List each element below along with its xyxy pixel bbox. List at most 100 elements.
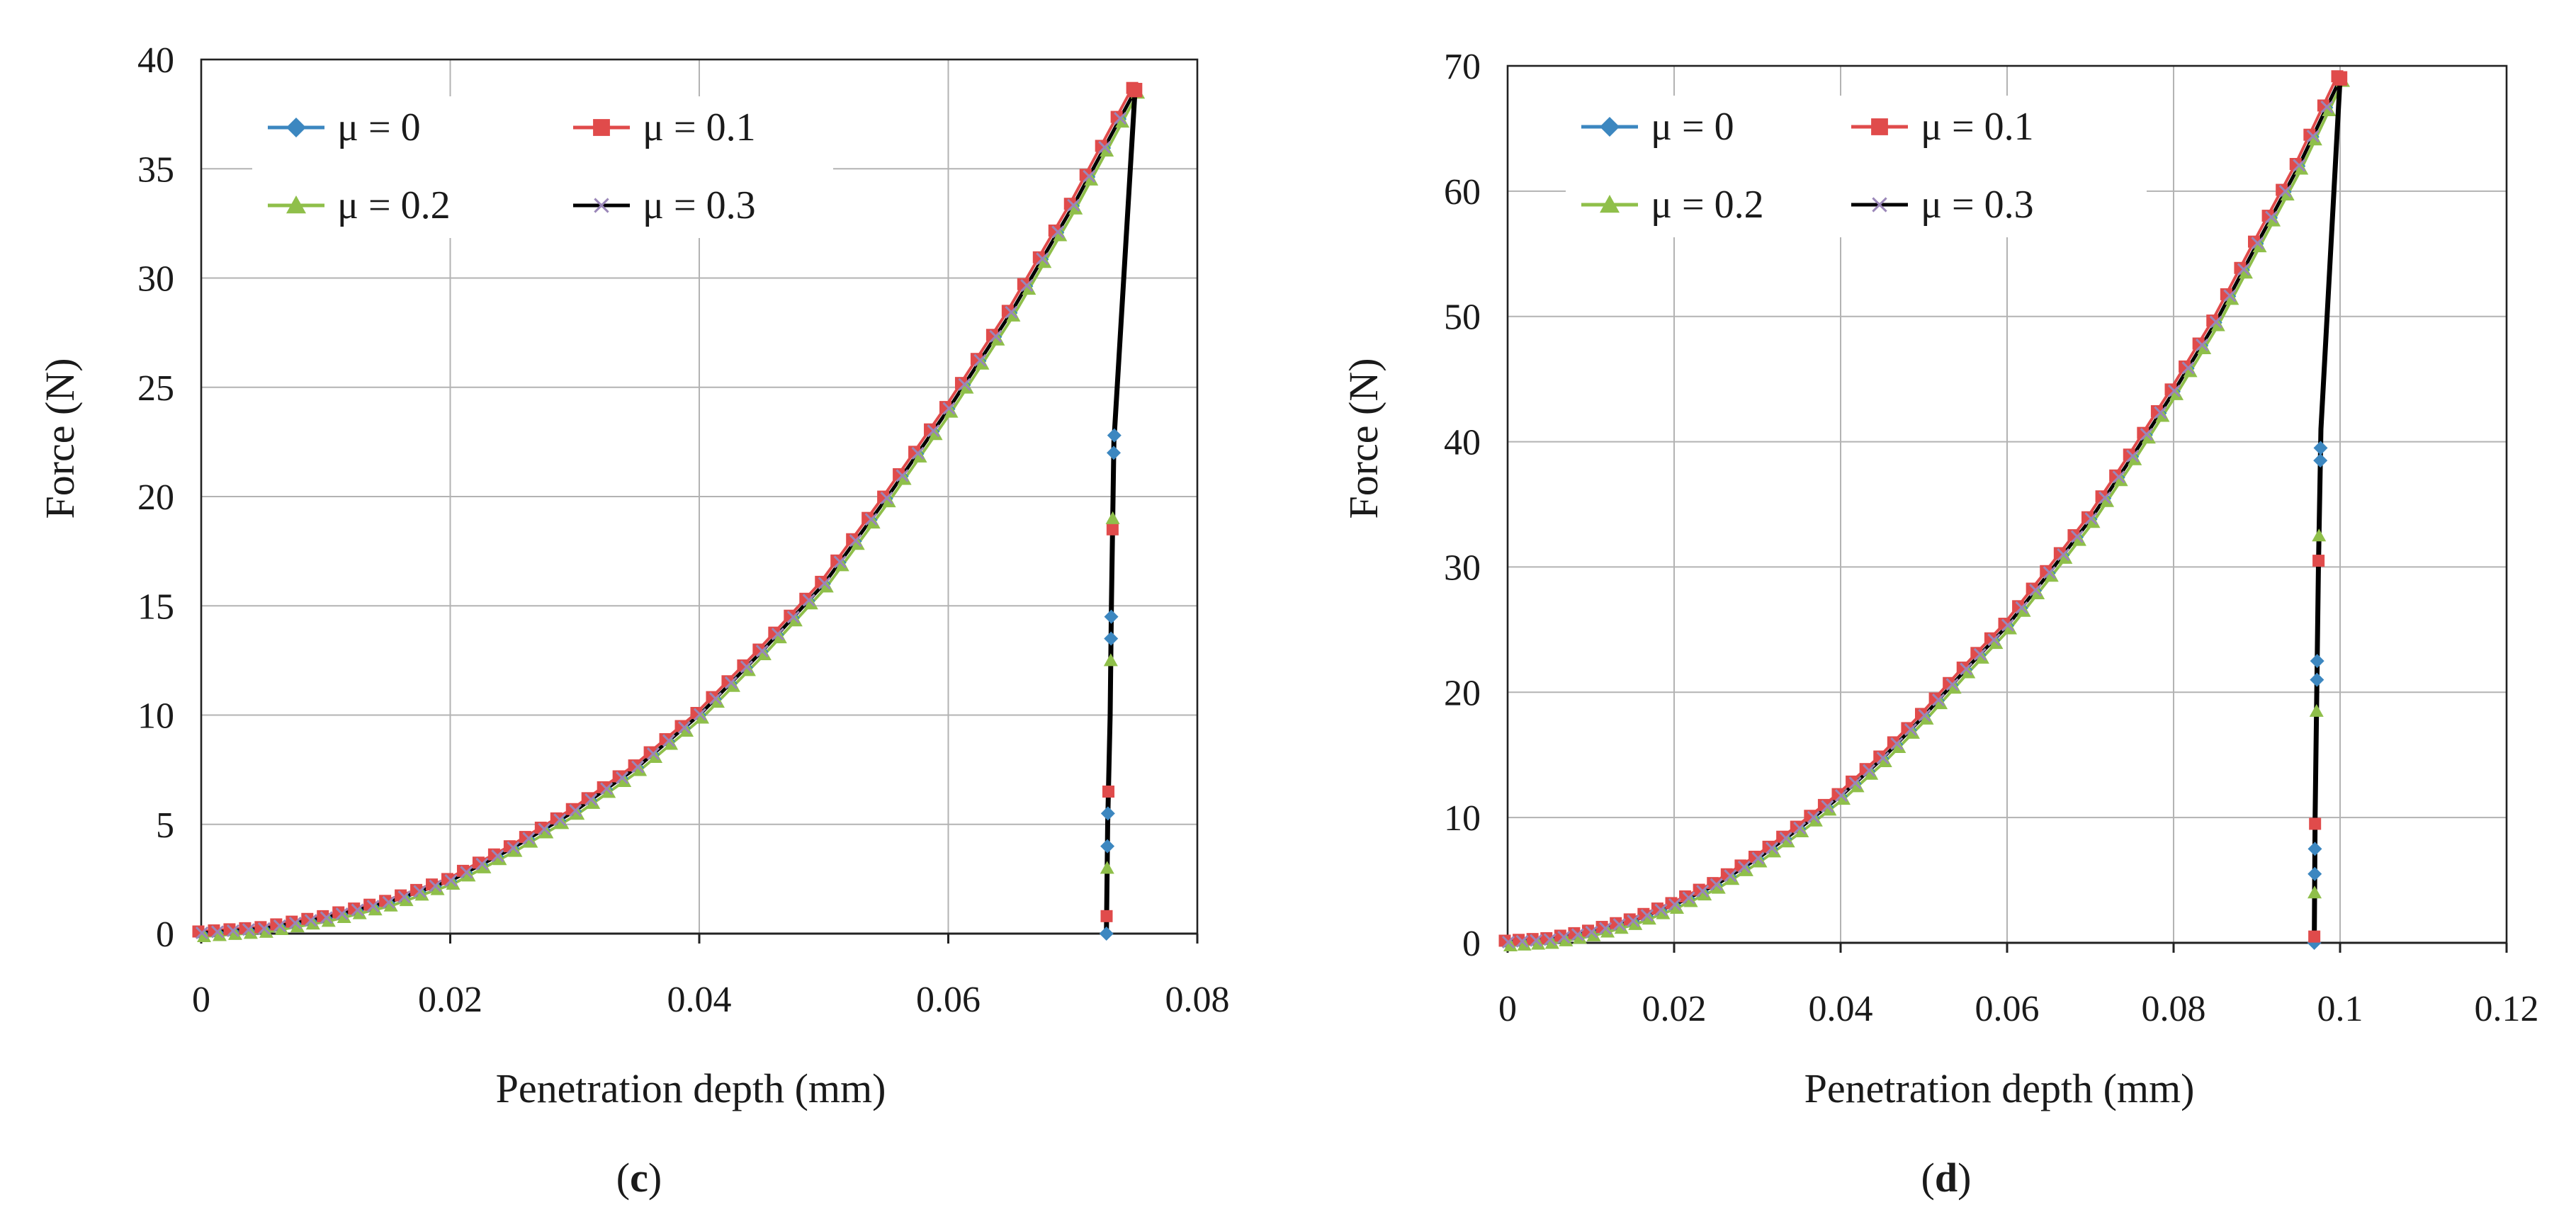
mu-0.3-marker: [2057, 548, 2070, 561]
mu-0-marker: [2307, 842, 2322, 856]
mu-0.3-marker: [2126, 449, 2140, 463]
legend-item-1: μ = 0.1: [1851, 105, 2034, 149]
mu-0.3-marker: [397, 890, 411, 904]
mu-0.2-marker: [1105, 511, 1120, 524]
unloading-line: [2312, 78, 2343, 944]
y-tick-label: 15: [137, 587, 174, 627]
mu-0.3-marker: [1987, 633, 2001, 647]
mu-0.3-marker: [1945, 678, 1959, 691]
mu-0-marker: [2310, 672, 2324, 687]
mu-0.3-marker: [2167, 384, 2181, 397]
legend-item-2: μ = 0.2: [1581, 183, 1764, 227]
mu-0.3-marker: [429, 879, 442, 893]
mu-0.3-marker: [1036, 252, 1049, 266]
legend-marker: [1871, 118, 1888, 135]
mu-0.1-marker: [1102, 785, 1115, 798]
mu-0-marker: [1107, 428, 1122, 443]
mu-0.3-marker: [273, 919, 286, 933]
y-tick-label: 60: [1444, 172, 1481, 213]
y-tick-label: 0: [1462, 924, 1481, 964]
mu-0.3-marker: [1793, 821, 1807, 835]
mu-0.3-marker: [1710, 878, 1723, 891]
legend-item-1: μ = 0.1: [573, 106, 756, 149]
mu-0.3-marker: [522, 832, 536, 845]
y-tick-label: 70: [1444, 47, 1481, 87]
chart-d-x-axis-title: Penetration depth (mm): [1804, 1065, 2195, 1111]
mu-0.3-marker: [1724, 869, 1737, 883]
mu-0.2-marker: [2312, 528, 2327, 542]
y-tick-label: 50: [1444, 298, 1481, 338]
x-tick-label: 0.08: [2142, 989, 2206, 1029]
mu-0-marker: [1104, 631, 1119, 646]
mu-0.3-marker: [1005, 305, 1018, 319]
mu-0.3-marker: [896, 469, 909, 482]
mu-0.1-marker: [2312, 555, 2325, 567]
x-tick-label: 0: [192, 980, 210, 1020]
mu-0-marker: [1100, 806, 1115, 821]
x-tick-label: 0.02: [1642, 989, 1707, 1029]
legend-item-2: μ = 0.2: [268, 183, 451, 227]
legend-item-3: μ = 0.3: [573, 183, 756, 227]
mu-0.3-marker: [1696, 885, 1710, 898]
legend-background: [1566, 96, 2147, 237]
mu-0.2-marker: [1103, 653, 1118, 667]
y-tick-label: 10: [137, 696, 174, 737]
mu-0.3-marker: [1807, 810, 1820, 824]
mu-0.3-marker: [1098, 140, 1112, 154]
mu-0.3-marker: [1682, 891, 1695, 905]
mu-0.3-marker: [569, 804, 582, 817]
chart-c-x-axis-title: Penetration depth (mm): [496, 1065, 886, 1111]
x-tick-label: 0.04: [1809, 989, 1873, 1029]
mu-0.3-marker: [2209, 315, 2222, 329]
mu-0.3-marker: [1515, 934, 1529, 948]
chart-c-legend: μ = 0 μ = 0.1 μ = 0.2 μ = 0.3: [252, 96, 833, 238]
mu-0.3-marker: [911, 446, 925, 460]
mu-0.3-marker: [1863, 764, 1876, 777]
mu-0.3-marker: [2029, 583, 2043, 597]
mu-0.3-marker: [989, 329, 1002, 343]
y-tick-label: 30: [137, 259, 174, 300]
mu-0.3-marker: [460, 866, 473, 879]
mu-0.3-marker: [2112, 470, 2125, 484]
mu-0.3-marker: [1067, 198, 1080, 212]
mu-0.3-marker: [1766, 842, 1779, 855]
mu-0.3-marker: [880, 492, 893, 505]
mu-0.3-marker: [864, 513, 878, 526]
legend-marker: [1872, 197, 1887, 213]
mu-0.3-marker: [1973, 647, 1987, 661]
mu-0.3-marker: [740, 660, 753, 674]
y-tick-label: 40: [137, 40, 174, 81]
mu-0.3-marker: [304, 914, 317, 927]
legend-label: μ = 0.2: [1651, 183, 1764, 227]
legend-marker: [593, 119, 610, 136]
legend-item-3: μ = 0.3: [1851, 183, 2034, 227]
y-tick-label: 20: [137, 477, 174, 518]
chart-d-caption-open: (: [1921, 1155, 1935, 1201]
x-tick-label: 0.12: [2475, 989, 2539, 1029]
y-tick-label: 30: [1444, 548, 1481, 588]
mu-0.3-marker: [2223, 289, 2237, 302]
x-tick-label: 0.06: [916, 980, 981, 1020]
mu-0.3-marker: [1890, 737, 1904, 751]
mu-0.3-marker: [553, 813, 567, 827]
mu-0.3-marker: [1530, 934, 1543, 947]
legend-marker: [1600, 195, 1620, 213]
mu-0.3-marker: [2251, 237, 2264, 250]
chart-d-x-tick-labels: 0 0.02 0.04 0.06 0.08 0.1 0.12: [1498, 943, 2539, 1029]
mu-0.3-marker: [1876, 751, 1889, 765]
mu-0.3-marker: [1960, 662, 1973, 676]
mu-0.3-marker: [1020, 279, 1034, 293]
mu-0.1-marker: [1106, 523, 1119, 536]
mu-0.3-marker: [538, 822, 551, 836]
y-tick-label: 25: [137, 368, 174, 409]
chart-panel-c: 0 0.02 0.04 0.06 0.08 0 5 10 15 20 25 30 35 40 μ = 0…: [37, 40, 1230, 1201]
mu-0.3-marker: [320, 911, 333, 924]
y-tick-label: 40: [1444, 423, 1481, 463]
x-tick-label: 0.08: [1165, 980, 1230, 1020]
mu-0.3-marker: [584, 793, 598, 806]
mu-0.3-marker: [366, 900, 380, 913]
legend-label: μ = 0.1: [643, 106, 756, 149]
mu-0.3-marker: [1083, 169, 1096, 183]
mu-0-marker: [1100, 839, 1115, 854]
mu-0-marker: [2313, 453, 2328, 468]
